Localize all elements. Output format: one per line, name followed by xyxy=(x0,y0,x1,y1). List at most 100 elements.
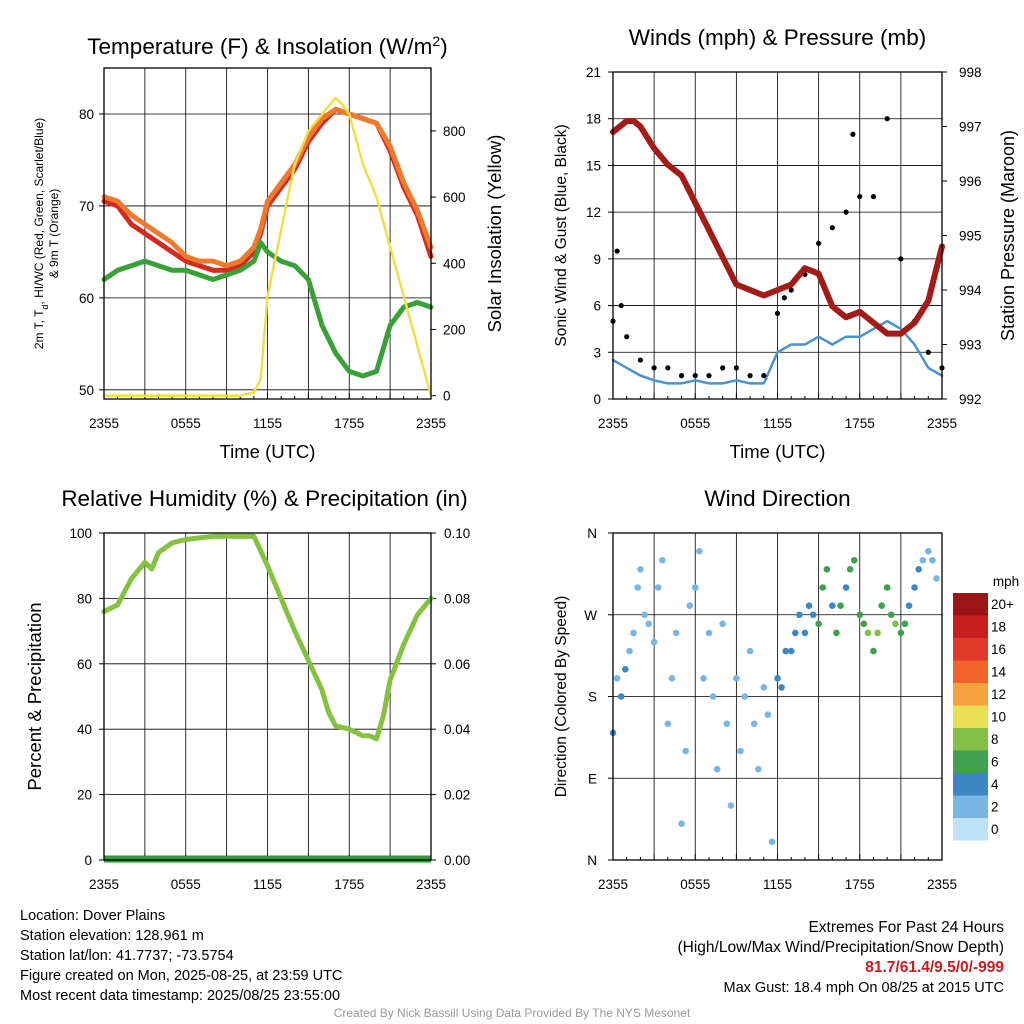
rh-panel-xtick-label: 2355 xyxy=(416,877,446,892)
dir-panel-direction-point xyxy=(878,602,885,609)
dir-panel-colorbar-label: 2 xyxy=(991,800,999,815)
dir-panel-xtick-label: 2355 xyxy=(598,877,628,892)
dir-panel-direction-point xyxy=(833,629,840,637)
wind-panel-ytick-label: 21 xyxy=(586,65,601,80)
latlon-text: Station lat/lon: 41.7737; -73.5754 xyxy=(20,948,234,964)
rh-panel-y2tick-label: 0.04 xyxy=(444,722,471,737)
extremes-info: Extremes For Past 24 Hours (High/Low/Max… xyxy=(678,918,1005,998)
dir-panel-direction-point xyxy=(815,620,822,628)
rh-panel-xtick-label: 0555 xyxy=(171,877,201,892)
dir-panel-direction-point xyxy=(805,602,813,609)
dir-panel-direction-point xyxy=(737,747,744,755)
wind-panel-ytick-label: 0 xyxy=(593,392,601,407)
dir-panel-direction-point xyxy=(801,629,809,637)
wind-panel-gust-point xyxy=(850,131,856,137)
dir-panel-direction-point xyxy=(641,611,648,619)
temp-panel-xtick-label: 1155 xyxy=(253,416,282,431)
temp-panel-ytick-label: 50 xyxy=(79,383,94,398)
dir-panel-ytick-label: N xyxy=(587,526,597,541)
wind-panel-xtick-label: 2355 xyxy=(598,416,628,431)
dir-panel-direction-point xyxy=(809,611,817,619)
rh-panel-ytick-label: 40 xyxy=(77,722,92,737)
temp-panel-series-insolation xyxy=(102,96,433,397)
dir-panel-direction-point xyxy=(682,747,689,755)
dir-panel-direction-point xyxy=(919,556,927,564)
wind-panel-ytick-label: 18 xyxy=(586,112,601,127)
wind-panel-frame xyxy=(612,71,943,400)
dir-panel-direction-point xyxy=(887,611,895,619)
rh-panel-xtick-label: 1155 xyxy=(253,877,282,892)
dir-panel-ylabel-text: Direction (Colored By Speed) xyxy=(553,596,570,798)
temp-panel-frame xyxy=(103,67,432,400)
dir-panel-direction-point xyxy=(819,584,827,591)
wind-panel-gust-point xyxy=(857,193,863,200)
temp-panel-ylabel-line2: & 9m T (Orange) xyxy=(47,189,61,279)
dir-panel-colorbar-swatch xyxy=(953,660,988,683)
dir-panel-direction-point xyxy=(929,556,936,564)
dir-panel-direction-point xyxy=(696,547,703,555)
wind-panel-gust-point xyxy=(665,365,671,371)
wind-panel-ylabel: Sonic Wind & Gust (Blue, Black) xyxy=(553,124,570,346)
dir-panel-colorbar-swatch xyxy=(953,683,988,706)
wind-panel-gust-point xyxy=(788,287,794,293)
dir-panel-direction-point xyxy=(645,620,652,628)
dir-panel-colorbar-swatch xyxy=(953,615,988,638)
dir-panel-direction-point xyxy=(750,720,758,728)
dir-panel-direction-point xyxy=(741,693,748,700)
wind-panel-y2tick-label: 998 xyxy=(959,65,982,80)
rh-panel-y2tick-label: 0.02 xyxy=(444,788,470,803)
dir-panel-direction-point xyxy=(768,838,776,846)
dir-panel-direction-point xyxy=(911,584,918,591)
dir-panel-direction-point xyxy=(691,584,699,591)
dir-panel-direction-point xyxy=(892,620,899,628)
dir-panel-ytick-label: E xyxy=(588,771,597,786)
temp-panel-y2label-text: Solar Insolation (Yellow) xyxy=(484,135,505,333)
dir-panel-direction-point xyxy=(637,566,644,573)
dir-panel-direction-point xyxy=(659,556,666,564)
rh-panel-ytick-label: 100 xyxy=(69,526,92,541)
rh-panel-ytick-label: 80 xyxy=(77,591,92,606)
temp-panel-xtick-label: 2355 xyxy=(89,416,119,431)
wind-panel-ytick-label: 15 xyxy=(586,158,601,173)
wind-panel-gust-point xyxy=(898,256,904,262)
rh-panel-xtick-label: 2355 xyxy=(89,877,119,892)
rh-panel-series-rh xyxy=(101,533,434,742)
wind-panel-y2label-text: Station Pressure (Maroon) xyxy=(998,130,1018,341)
rh-panel-xtick-label: 1755 xyxy=(334,877,364,892)
wind-panel-title: Winds (mph) & Pressure (mb) xyxy=(629,25,927,50)
temp-panel-xlabel: Time (UTC) xyxy=(220,441,316,462)
wind-panel-gust-point xyxy=(774,310,781,316)
dir-panel-direction-point xyxy=(933,575,940,582)
dir-panel-ylabel: Direction (Colored By Speed) xyxy=(553,596,570,798)
rh-panel-title: Relative Humidity (%) & Precipitation (i… xyxy=(61,486,467,511)
wind-panel-gust-point xyxy=(816,240,822,246)
dir-panel-direction-point xyxy=(850,556,858,564)
dir-panel-direction-point xyxy=(746,647,754,655)
temp-panel-ytick-label: 70 xyxy=(79,199,94,214)
wind-panel-y2tick-label: 997 xyxy=(959,120,982,135)
dir-panel-direction-point xyxy=(837,602,844,609)
dir-panel-direction-point xyxy=(700,675,707,682)
dir-panel-direction-point xyxy=(705,629,713,637)
dir-panel-direction-point xyxy=(905,602,913,609)
rh-panel-ylabel-text: Percent & Precipitation xyxy=(24,602,45,790)
dir-panel-direction-point xyxy=(613,675,621,682)
dir-panel-direction-point xyxy=(678,820,685,827)
wind-panel-xtick-label: 2355 xyxy=(927,416,957,431)
dir-panel-direction-point xyxy=(764,711,772,718)
dir-panel-direction-point xyxy=(664,720,672,728)
dir-panel-direction-point xyxy=(760,684,768,691)
dir-panel-direction-point xyxy=(897,629,905,637)
dir-panel-direction-point xyxy=(733,675,740,682)
dir-panel-direction-point xyxy=(860,620,868,628)
wind-panel-gust-point xyxy=(706,373,712,379)
dir-panel-title: Wind Direction xyxy=(704,486,850,511)
rh-panel-ytick-label: 0 xyxy=(84,853,92,868)
location-text: Location: Dover Plains xyxy=(20,908,166,924)
dir-panel-direction-point xyxy=(719,620,726,628)
temp-panel-y2tick-label: 200 xyxy=(443,322,466,337)
dir-panel-colorbar-label: 0 xyxy=(991,822,999,837)
temp-panel-y2tick-label: 0 xyxy=(443,389,451,404)
wind-panel-y2tick-label: 994 xyxy=(959,283,982,298)
dir-panel-colorbar-label: 6 xyxy=(991,755,999,770)
